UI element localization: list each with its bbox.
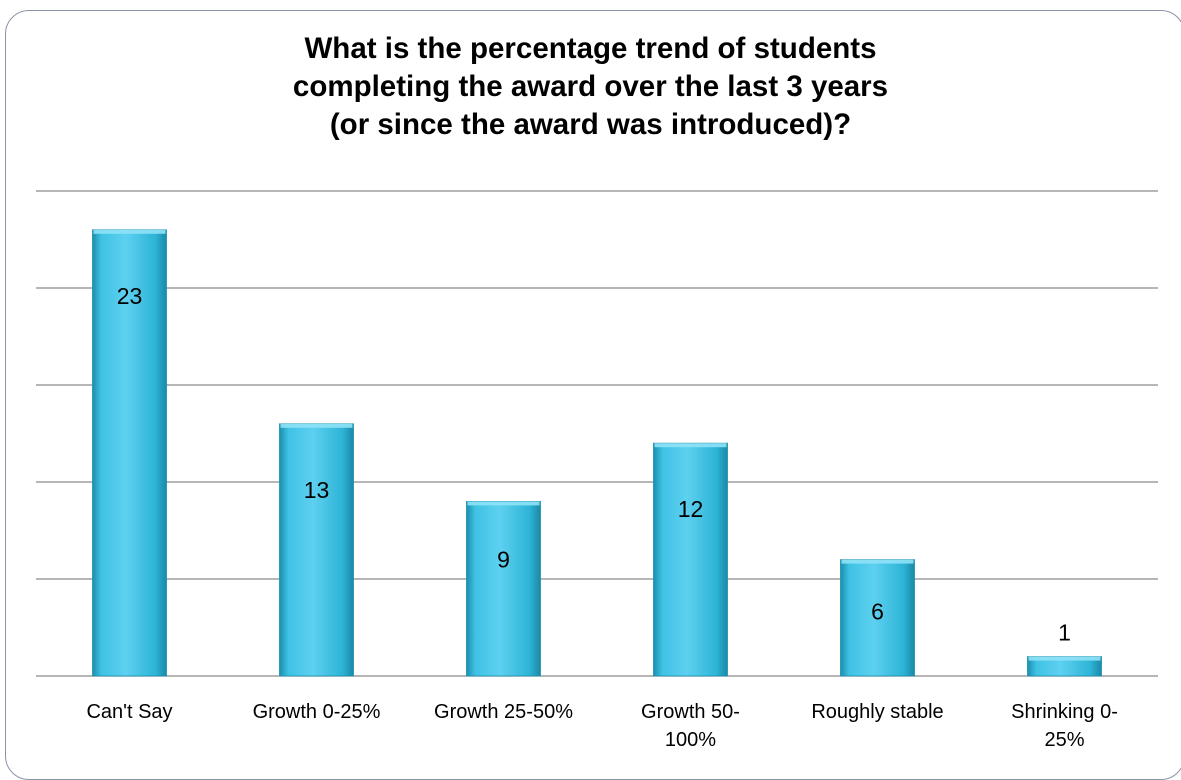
chart-title-line-1: What is the percentage trend of students — [304, 32, 877, 65]
bar-6 — [1027, 656, 1102, 677]
x-tick-label-4: Growth 50-100% — [641, 701, 740, 751]
bar-highlight-2 — [280, 423, 353, 428]
gridlines — [36, 190, 1158, 677]
x-tick-label-5: Roughly stable — [811, 701, 943, 723]
bar-highlight-6 — [1028, 656, 1101, 661]
bar-highlight-4 — [654, 443, 727, 448]
bar-body-5 — [840, 559, 915, 677]
bar-4 — [653, 442, 728, 677]
x-axis-labels: Can't Say Growth 0-25% Growth 25-50% Growth… — [86, 701, 1117, 751]
chart-title-line-2: completing the award over the last 3 yea… — [292, 70, 889, 103]
chart-title-line-3: (or since the award was introduced)? — [329, 108, 852, 141]
bar-chart: 23 13 9 12 6 1 Can't Say Growth 0-25% Growth 25… — [36, 190, 1158, 751]
bar-body-4 — [653, 442, 728, 677]
chart-title: What is the percentage trend of students… — [0, 30, 1181, 144]
data-label-3: 9 — [497, 546, 510, 572]
x-tick-label-6: Shrinking 0-25% — [1011, 701, 1118, 751]
bar-body-3 — [466, 500, 541, 677]
data-label-2: 13 — [304, 477, 330, 503]
bar-highlight-3 — [467, 501, 540, 506]
bar-3 — [466, 500, 541, 677]
bar-highlight-5 — [841, 559, 914, 564]
x-tick-label-1: Can't Say — [86, 701, 172, 723]
bar-1 — [92, 229, 167, 677]
bar-body-2 — [279, 423, 354, 677]
x-tick-label-3: Growth 25-50% — [434, 701, 573, 723]
data-labels: 23 13 9 12 6 1 — [117, 283, 1071, 646]
data-label-1: 23 — [117, 283, 143, 309]
x-tick-label-2: Growth 0-25% — [253, 701, 381, 723]
bar-highlight-1 — [93, 229, 166, 234]
bar-5 — [840, 559, 915, 677]
data-label-6: 1 — [1058, 620, 1071, 646]
data-label-4: 12 — [678, 496, 704, 522]
bar-2 — [279, 423, 354, 677]
data-label-5: 6 — [871, 599, 884, 625]
chart-frame — [5, 10, 1181, 780]
bars — [92, 229, 1102, 677]
